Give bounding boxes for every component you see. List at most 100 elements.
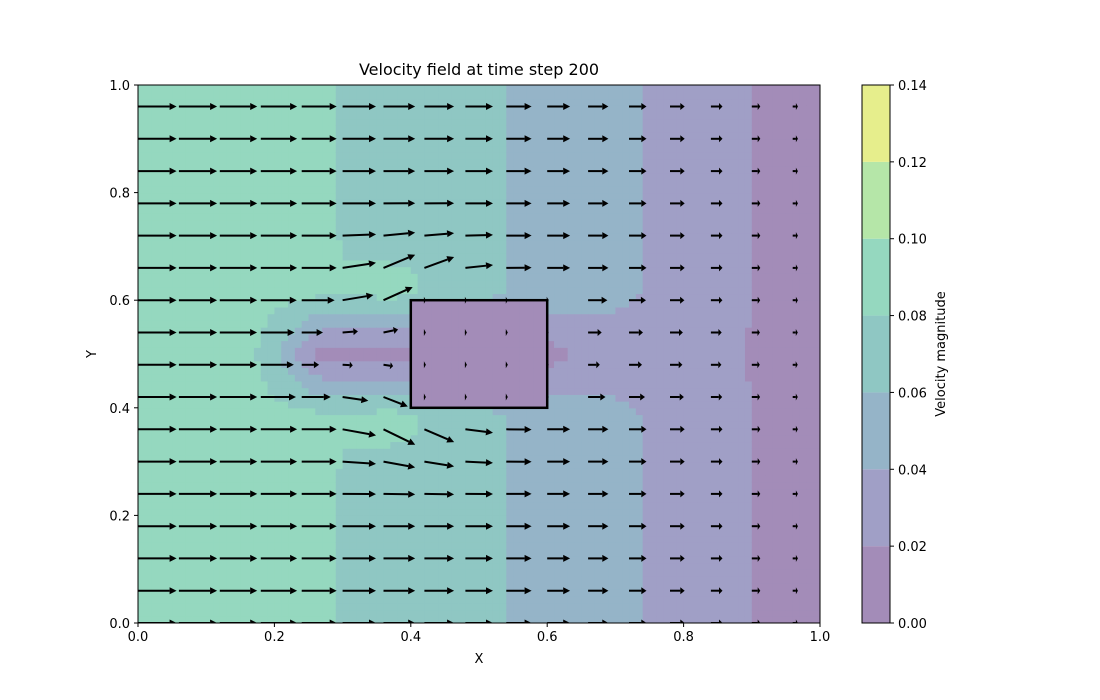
contour-cell [424, 179, 432, 187]
contour-cell [294, 91, 303, 100]
contour-cell [199, 401, 207, 409]
contour-cell [403, 495, 412, 503]
contour-cell [267, 259, 275, 268]
contour-cell [554, 488, 562, 496]
contour-cell [403, 145, 412, 153]
contour-cell [444, 306, 453, 315]
contour-cell [192, 132, 200, 140]
contour-cell [397, 407, 405, 416]
contour-cell [369, 286, 378, 295]
contour-cell [403, 609, 412, 617]
contour-cell [369, 495, 378, 503]
contour-cell [288, 475, 296, 483]
contour-cell [438, 549, 446, 557]
contour-cell [301, 286, 310, 295]
contour-cell [383, 280, 391, 288]
contour-cell [138, 616, 146, 623]
contour-cell [376, 596, 385, 604]
contour-cell [492, 165, 501, 174]
contour-cell [492, 259, 501, 268]
contour-cell [383, 367, 391, 375]
contour-cell [192, 306, 200, 315]
contour-cell [369, 394, 378, 402]
contour-cell [253, 421, 262, 429]
contour-cell [356, 219, 364, 227]
contour-cell [479, 394, 487, 402]
contour-cell [247, 111, 255, 120]
contour-cell [492, 501, 501, 510]
contour-cell [288, 300, 296, 308]
contour-cell [444, 333, 453, 342]
contour-cell [253, 401, 262, 409]
contour-cell [342, 85, 351, 93]
contour-cell [240, 185, 248, 194]
contour-cell [247, 367, 255, 375]
contour-cell [240, 380, 248, 389]
contour-cell [410, 226, 419, 234]
contour-cell [213, 441, 221, 449]
contour-cell [397, 138, 405, 147]
contour-cell [185, 85, 194, 93]
contour-cell [465, 286, 473, 295]
contour-cell [444, 300, 453, 308]
contour-cell [253, 488, 262, 496]
contour-cell [424, 609, 432, 617]
contour-cell [465, 401, 473, 409]
contour-cell [499, 219, 507, 227]
contour-cell [376, 602, 385, 611]
contour-cell [260, 542, 269, 550]
contour-cell [308, 387, 316, 395]
contour-cell [267, 441, 275, 449]
contour-cell [206, 293, 214, 301]
contour-cell [492, 616, 501, 623]
contour-cell [322, 616, 330, 623]
contour-cell [376, 125, 385, 133]
contour-cell [233, 347, 241, 355]
contour-cell [165, 111, 173, 120]
contour-cell [274, 138, 282, 147]
contour-cell [363, 300, 371, 308]
contour-cell [233, 387, 241, 395]
contour-cell [554, 481, 562, 490]
contour-cell [519, 185, 528, 194]
contour-cell [458, 575, 466, 584]
contour-cell [403, 280, 412, 288]
contour-cell [288, 401, 296, 409]
contour-cell [519, 549, 528, 557]
contour-cell [492, 582, 501, 590]
contour-cell [479, 387, 487, 395]
contour-cell [513, 589, 521, 597]
contour-cell [506, 616, 514, 623]
contour-cell [390, 454, 398, 463]
contour-cell [431, 468, 439, 476]
contour-cell [410, 461, 419, 469]
contour-cell [260, 596, 269, 604]
contour-cell [240, 354, 248, 362]
contour-cell [403, 475, 412, 483]
contour-cell [403, 259, 412, 268]
contour-cell [519, 340, 528, 348]
contour-cell [363, 105, 371, 113]
contour-cell [281, 427, 289, 436]
contour-cell [138, 232, 146, 241]
contour-cell [260, 367, 269, 375]
contour-cell [138, 427, 146, 436]
contour-cell [417, 111, 426, 120]
contour-cell [322, 259, 330, 268]
contour-cell [301, 347, 310, 355]
contour-cell [540, 421, 548, 429]
contour-cell [451, 596, 460, 604]
contour-cell [458, 528, 466, 537]
contour-cell [547, 226, 555, 234]
contour-cell [444, 259, 453, 268]
contour-cell [322, 582, 330, 590]
contour-cell [410, 313, 419, 321]
contour-cell [560, 475, 569, 483]
contour-cell [226, 152, 235, 160]
contour-cell [363, 555, 371, 564]
contour-cell [192, 501, 200, 510]
contour-cell [260, 495, 269, 503]
contour-cell [451, 602, 460, 611]
contour-cell [363, 562, 371, 570]
contour-cell [356, 609, 364, 617]
